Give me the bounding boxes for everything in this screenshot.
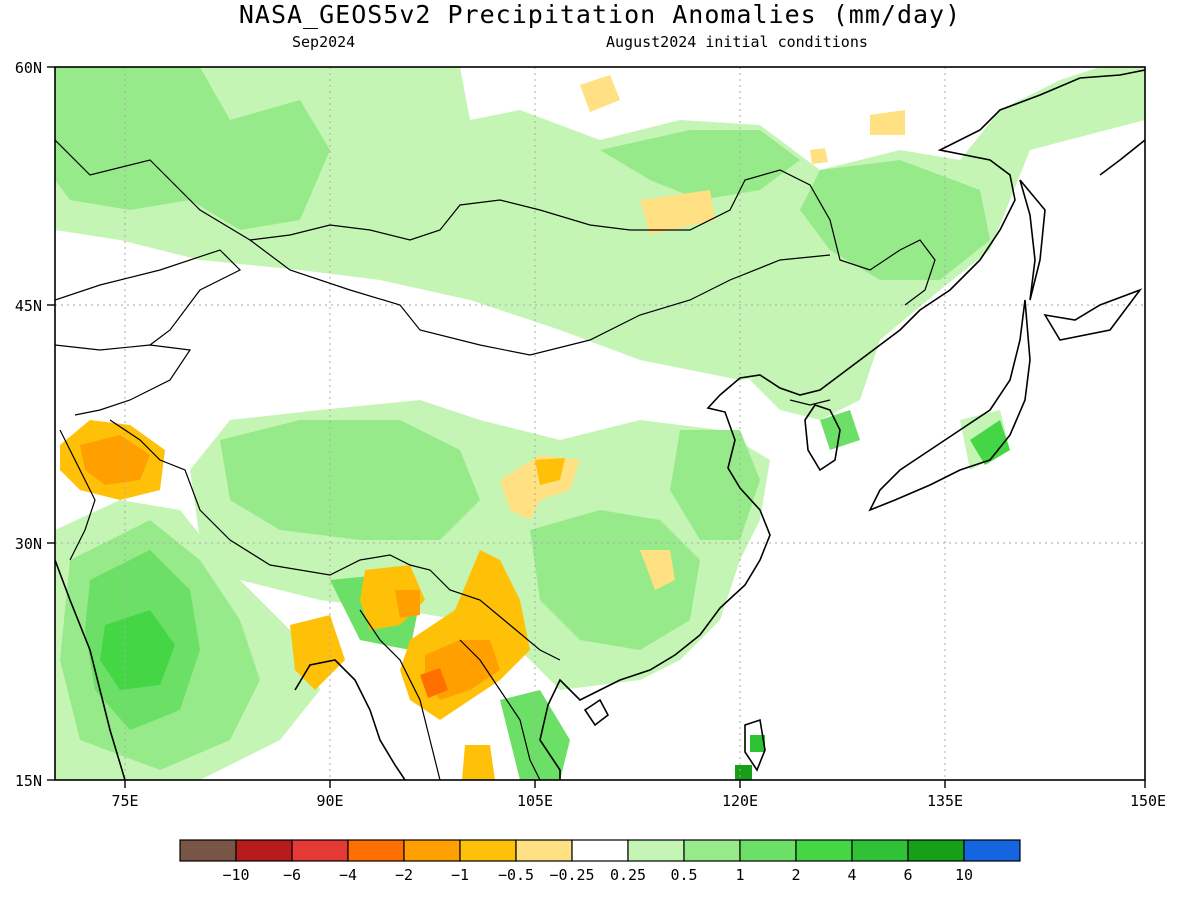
borders — [55, 139, 936, 780]
anomaly-medium-tibet — [220, 420, 480, 540]
lat-label-45n: 45N — [15, 297, 42, 315]
anomaly-field — [55, 67, 1145, 780]
anomaly-dry-south-china — [640, 550, 675, 590]
anomaly-dry-indochina-peak — [420, 668, 448, 698]
lon-label-105e: 105E — [517, 792, 553, 810]
plot-frame — [54, 66, 1146, 781]
anomaly-green-taiwan — [750, 735, 765, 752]
legend-swatch — [459, 839, 517, 862]
legend-label: 0.25 — [610, 866, 646, 884]
coastline-sakhalin — [1019, 179, 1046, 301]
legend-label: 0.5 — [670, 866, 697, 884]
legend-label: −2 — [395, 866, 413, 884]
anomaly-green-luzon — [735, 765, 752, 780]
anomaly-green-india-peak — [100, 610, 175, 690]
coastlines — [55, 69, 1145, 780]
lon-label-90e: 90E — [316, 792, 343, 810]
lon-label-75e: 75E — [111, 792, 138, 810]
legend-swatch — [907, 839, 965, 862]
legend-label: 2 — [791, 866, 800, 884]
legend-swatch — [627, 839, 685, 862]
anomaly-dry-bhutan-core — [395, 590, 420, 618]
anomaly-dry-pakistan-core — [80, 435, 150, 485]
anomaly-dry-bay — [290, 615, 345, 690]
legend-labels: −10 −6 −4 −2 −1 −0.5 −0.25 0.25 0.5 1 2 4 6 10 — [222, 866, 973, 884]
legend-label: −6 — [283, 866, 301, 884]
lat-label-15n: 15N — [15, 772, 42, 790]
border-korea-dprk — [789, 399, 831, 406]
anomaly-dry-laos — [462, 745, 495, 780]
legend-label: 6 — [903, 866, 912, 884]
coastline-east-asia — [539, 69, 1145, 780]
border-laos-vietnam — [459, 639, 541, 780]
map-title: NASA_GEOS5v2 Precipitation Anomalies (mm… — [238, 0, 962, 29]
border-central-asia — [55, 344, 192, 416]
anomaly-dry-spot — [810, 148, 828, 164]
legend-label: 1 — [735, 866, 744, 884]
legend-swatch — [179, 839, 237, 862]
coastline-korea — [804, 404, 841, 472]
anomaly-light-korea — [750, 330, 880, 420]
lon-label-135e: 135E — [927, 792, 963, 810]
legend-swatch — [963, 839, 1021, 862]
forecast-month: Sep2024 — [292, 33, 356, 51]
border-india-pakistan — [59, 429, 96, 561]
border-kazakhstan — [55, 249, 242, 346]
lat-label-60n: 60N — [15, 59, 42, 77]
border-himalaya — [109, 419, 561, 661]
legend-label: 10 — [955, 866, 973, 884]
anomaly-dry-china-2 — [535, 458, 565, 485]
border-russia-china-mongolia — [55, 139, 936, 306]
legend-swatch — [347, 839, 405, 862]
anomaly-green-japan — [970, 420, 1010, 465]
legend-swatch — [571, 839, 629, 862]
legend-label: −0.25 — [549, 866, 594, 884]
anomaly-light-north — [55, 67, 1145, 380]
anomaly-dry-siberia — [580, 75, 620, 112]
legend-label: −4 — [339, 866, 357, 884]
anomaly-medium-south-china — [530, 510, 700, 650]
coastline-hainan — [583, 698, 610, 727]
initial-conditions: August2024 initial conditions — [606, 33, 868, 51]
coastline-taiwan — [744, 718, 766, 772]
legend-label: 4 — [847, 866, 856, 884]
coastline-japan-honshu — [868, 299, 1031, 512]
legend-swatch — [851, 839, 909, 862]
anomaly-dry-mongolia — [640, 190, 715, 235]
coastline-india — [55, 559, 126, 780]
legend-swatch — [403, 839, 461, 862]
border-china-mongolia-south — [249, 239, 831, 356]
anomaly-dry-east-siberia — [870, 110, 905, 135]
anomaly-medium-east-china — [670, 430, 760, 540]
legend-swatch — [515, 839, 573, 862]
legend-colorbar — [179, 839, 1021, 862]
legend-swatch — [291, 839, 349, 862]
legend-label: −10 — [222, 866, 249, 884]
anomaly-medium-north — [55, 67, 330, 230]
axis-ticks — [47, 66, 1146, 788]
legend-swatch — [235, 839, 293, 862]
lon-label-120e: 120E — [722, 792, 758, 810]
legend-swatch — [739, 839, 797, 862]
legend-label: −1 — [451, 866, 469, 884]
legend-label: −0.5 — [498, 866, 534, 884]
coastline-kamchatka — [1099, 139, 1145, 176]
coastline-hokkaido — [1043, 288, 1143, 341]
lat-label-30n: 30N — [15, 535, 42, 553]
legend-swatch — [683, 839, 741, 862]
border-myanmar-thailand — [359, 609, 441, 780]
anomaly-medium-manchuria — [800, 160, 990, 280]
lon-label-150e: 150E — [1130, 792, 1166, 810]
coastline-bay-of-bengal — [294, 659, 406, 780]
legend-swatch — [795, 839, 853, 862]
anomaly-medium-mongolia — [600, 130, 800, 200]
